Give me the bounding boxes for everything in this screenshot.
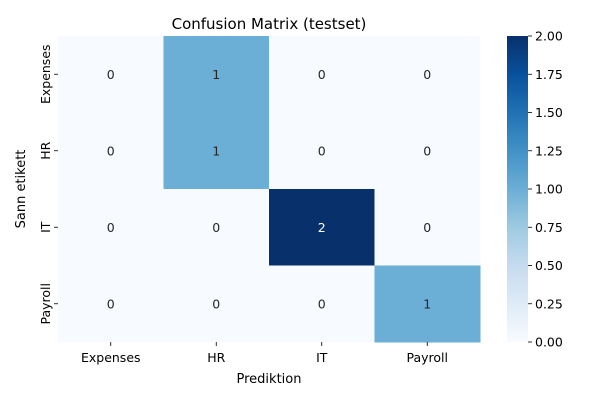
y-tick-label: Payroll	[38, 283, 53, 325]
heatmap-cell	[374, 265, 481, 343]
colorbar-tick-label: 1.50	[535, 105, 563, 120]
cell-value-label: 1	[212, 143, 220, 158]
colorbar-gradient	[507, 36, 528, 342]
cell-value-label: 0	[318, 143, 326, 158]
colorbar-tick-label: 1.00	[535, 182, 563, 197]
heatmap-cell	[374, 189, 481, 266]
cell-value-label: 0	[107, 296, 115, 311]
colorbar-tick-label: 1.25	[535, 143, 563, 158]
y-axis: Expenses HR IT Payroll	[38, 44, 58, 325]
cell-value-label: 0	[107, 67, 115, 82]
y-axis-label: Sann etikett	[14, 150, 29, 229]
heatmap-cell	[269, 265, 375, 343]
heatmap-cell	[163, 189, 270, 266]
heatmap-cell	[58, 265, 164, 343]
heatmap-cell	[58, 36, 164, 113]
heatmap-cell	[269, 112, 375, 190]
heatmap-cell	[163, 112, 270, 190]
colorbar-tick-label: 0.25	[535, 296, 563, 311]
y-tick-label: Expenses	[38, 44, 53, 104]
x-tick-label: Payroll	[407, 350, 449, 365]
cell-value-label: 0	[107, 143, 115, 158]
chart-title: Confusion Matrix (testset)	[172, 15, 367, 33]
cell-value-label: 0	[212, 296, 220, 311]
heatmap-cell	[163, 265, 270, 343]
colorbar-tick-label: 2.00	[535, 29, 563, 44]
y-tick-label: IT	[38, 221, 53, 233]
y-tick-label: HR	[38, 141, 53, 159]
heatmap-cell	[269, 36, 375, 113]
cell-value-label: 0	[423, 220, 431, 235]
heatmap-cell	[163, 36, 270, 113]
heatmap-cell	[374, 112, 481, 190]
heatmap-cell	[374, 36, 481, 113]
x-axis: Expenses HR IT Payroll	[81, 342, 448, 365]
x-tick-label: Expenses	[81, 350, 141, 365]
heatmap-cell	[58, 189, 164, 266]
cell-value-label: 0	[423, 67, 431, 82]
colorbar-tick-label: 0.00	[535, 335, 563, 350]
cell-value-label: 1	[423, 296, 431, 311]
cell-value-label: 0	[107, 220, 115, 235]
x-axis-label: Prediktion	[237, 372, 302, 387]
colorbar-tick-label: 0.75	[535, 220, 563, 235]
x-tick-label: IT	[316, 350, 328, 365]
cell-value-label: 1	[212, 67, 220, 82]
cell-value-label: 0	[318, 296, 326, 311]
colorbar: 0.00 0.25 0.50 0.75 1.00 1.25 1.50 1.75 2.00	[507, 29, 563, 350]
colorbar-tick-label: 1.75	[535, 67, 563, 82]
cell-value-label: 0	[318, 67, 326, 82]
colorbar-tick-label: 0.50	[535, 258, 563, 273]
x-tick-label: HR	[207, 350, 225, 365]
heatmap-cell	[269, 189, 375, 266]
heatmap-cell	[58, 112, 164, 190]
cell-value-label: 2	[318, 220, 326, 235]
cell-value-label: 0	[212, 220, 220, 235]
cell-value-label: 0	[423, 143, 431, 158]
heatmap-cells: 0 1 0 0 0 1 0 0 0 0 2 0 0 0 0 1	[58, 36, 481, 343]
